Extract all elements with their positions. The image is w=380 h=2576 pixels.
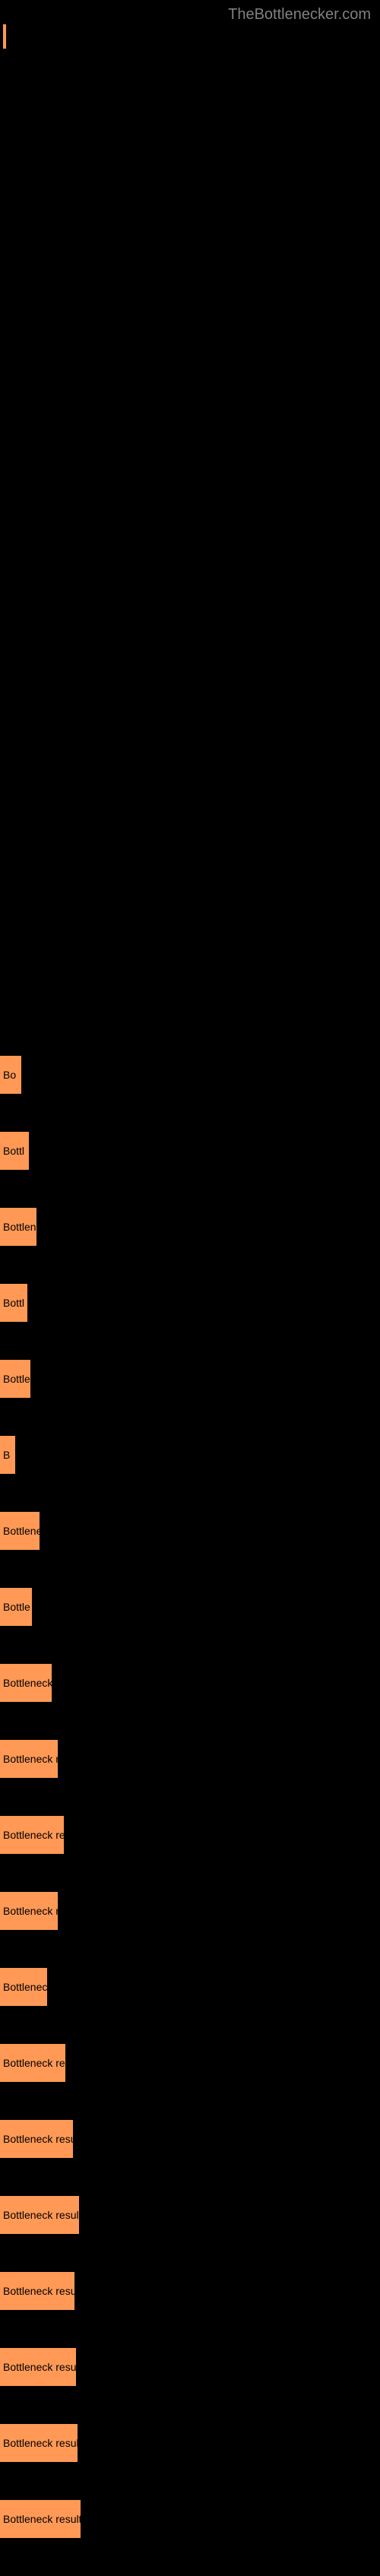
chart-bar: B bbox=[0, 1436, 15, 1474]
chart-bar: Bottleneck result bbox=[0, 2272, 74, 2310]
bar-row: Bo bbox=[0, 1056, 380, 1094]
bar-row: Bottlene bbox=[0, 1208, 380, 1246]
bar-label: Bottleneck res bbox=[3, 1753, 58, 1765]
bar-row: B bbox=[0, 1436, 380, 1474]
site-title: TheBottlenecker.com bbox=[228, 6, 371, 23]
chart-bar: Bottle bbox=[0, 1588, 32, 1626]
bar-row: Bottl bbox=[0, 1284, 380, 1322]
chart-bar: Bottleneck result bbox=[0, 2196, 79, 2234]
bar-label: Bottl bbox=[3, 1145, 24, 1157]
accent-bar bbox=[3, 24, 6, 49]
bar-label: Bottleneck r bbox=[3, 1981, 47, 1993]
chart-bar: Bottleneck result bbox=[0, 1816, 64, 1854]
bar-row: Bottleneck res bbox=[0, 1740, 380, 1778]
chart-bar: Bottlene bbox=[0, 1208, 36, 1246]
bar-label: Bottle bbox=[3, 1601, 30, 1613]
header: TheBottlenecker.com bbox=[0, 0, 380, 30]
bar-row: Bottleneck result bbox=[0, 2348, 380, 2386]
bar-row: Bottleneck r bbox=[0, 1968, 380, 2006]
chart-bar: Bo bbox=[0, 1056, 21, 1094]
bar-label: Bottleneck result bbox=[3, 2209, 79, 2221]
bar-label: Bottleneck result bbox=[3, 2513, 81, 2525]
bar-row: Bottl bbox=[0, 1132, 380, 1170]
chart-bar: Bottleneck res bbox=[0, 1740, 58, 1778]
bar-label: B bbox=[3, 1449, 10, 1461]
chart-bar: Bottlenec bbox=[0, 1512, 40, 1550]
bar-row: Bottleneck result bbox=[0, 2500, 380, 2538]
bar-row: Bottleneck result bbox=[0, 2196, 380, 2234]
chart-bar: Bottle bbox=[0, 1360, 30, 1398]
bar-label: Bottleneck result bbox=[3, 2133, 73, 2145]
bar-label: Bottleneck resu bbox=[3, 2057, 65, 2069]
bar-label: Bottlenec bbox=[3, 1525, 40, 1537]
chart-bar: Bottleneck result bbox=[0, 2424, 78, 2462]
bar-label: Bottleneck result bbox=[3, 1829, 64, 1841]
bar-label: Bottleneck re bbox=[3, 1677, 52, 1689]
bar-row: Bottleneck result bbox=[0, 1816, 380, 1854]
chart-bar: Bottleneck resu bbox=[0, 2044, 65, 2082]
chart-bar: Bottl bbox=[0, 1284, 27, 1322]
chart-bar: Bottleneck re bbox=[0, 1664, 52, 1702]
bar-label: Bottlene bbox=[3, 1221, 36, 1233]
chart-bar: Bottleneck result bbox=[0, 2348, 76, 2386]
bar-row: Bottle bbox=[0, 1360, 380, 1398]
bar-chart: Bo Bottl Bottlene Bottl Bottle B Bottlenec Bott… bbox=[0, 1056, 380, 2538]
chart-bar: Bottleneck res bbox=[0, 1892, 58, 1930]
bar-label: Bottl bbox=[3, 1297, 24, 1309]
bar-row: Bottleneck re bbox=[0, 1664, 380, 1702]
bar-label: Bottleneck result bbox=[3, 2361, 76, 2373]
bar-row: Bottleneck result bbox=[0, 2120, 380, 2158]
bar-label: Bottleneck res bbox=[3, 1905, 58, 1917]
bar-row: Bottleneck res bbox=[0, 1892, 380, 1930]
bar-label: Bottleneck result bbox=[3, 2285, 74, 2297]
chart-bar: Bottleneck result bbox=[0, 2120, 73, 2158]
chart-bar: Bottl bbox=[0, 1132, 29, 1170]
bar-label: Bottle bbox=[3, 1373, 30, 1385]
bar-row: Bottleneck resu bbox=[0, 2044, 380, 2082]
chart-bar: Bottleneck r bbox=[0, 1968, 47, 2006]
chart-bar: Bottleneck result bbox=[0, 2500, 81, 2538]
bar-label: Bottleneck result bbox=[3, 2437, 78, 2449]
bar-row: Bottlenec bbox=[0, 1512, 380, 1550]
bar-row: Bottleneck result bbox=[0, 2272, 380, 2310]
bar-row: Bottleneck result bbox=[0, 2424, 380, 2462]
bar-row: Bottle bbox=[0, 1588, 380, 1626]
bar-label: Bo bbox=[3, 1069, 16, 1081]
